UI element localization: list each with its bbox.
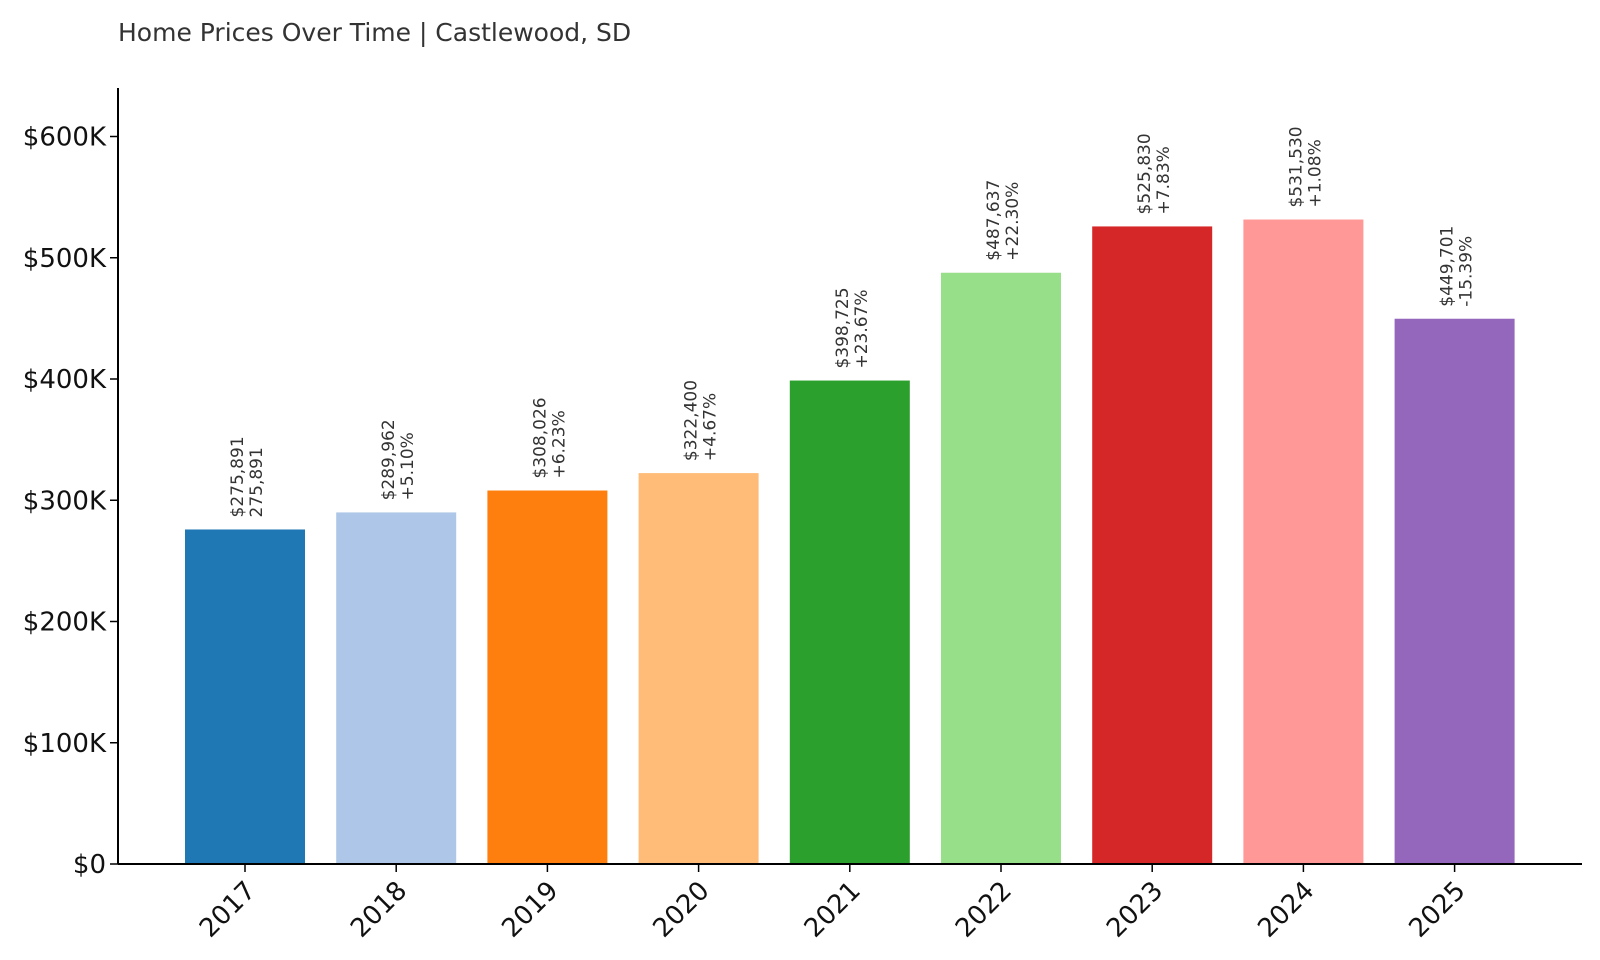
bar-2020 — [638, 473, 759, 864]
change-label: +22.30% — [1003, 182, 1023, 261]
value-label: $322,400 — [682, 380, 702, 461]
x-tick-label: 2022 — [950, 876, 1018, 944]
data-label-2018: $289,962+5.10% — [379, 419, 418, 500]
x-tick-label: 2021 — [799, 876, 867, 944]
change-label: +23.67% — [852, 289, 872, 368]
data-label-2021: $398,725+23.67% — [833, 287, 872, 368]
y-tick-label: $300K — [23, 486, 107, 516]
y-tick-label: $0 — [73, 850, 106, 880]
bar-2018 — [336, 512, 457, 864]
y-tick-label: $400K — [23, 365, 107, 395]
y-tick-label: $500K — [23, 244, 107, 274]
bar-2023 — [1092, 226, 1213, 864]
bar-2024 — [1243, 219, 1364, 864]
value-label: $487,637 — [984, 180, 1004, 261]
y-tick-label: $200K — [23, 608, 107, 638]
bar-2022 — [941, 272, 1061, 865]
change-label: +5.10% — [398, 432, 418, 500]
y-tick-label: $100K — [23, 729, 107, 759]
x-tick-label: 2018 — [345, 876, 413, 944]
value-label: $308,026 — [530, 397, 550, 478]
x-tick-label: 2017 — [194, 876, 262, 944]
value-label: $275,891 — [228, 436, 248, 517]
data-label-2020: $322,400+4.67% — [682, 380, 721, 461]
x-tick-label: 2025 — [1404, 876, 1472, 944]
y-tick-label: $600K — [23, 123, 107, 153]
data-label-2023: $525,830+7.83% — [1135, 133, 1174, 214]
chart-title: Home Prices Over Time | Castlewood, SD — [118, 18, 632, 47]
x-axis: 2017 2018 2019 2020 2021 2022 2023 2024 2025 — [118, 863, 1582, 944]
bar-2019 — [487, 490, 608, 864]
bar-2017 — [185, 529, 305, 864]
data-labels-group: $275,891275,891 $289,962+5.10% $308,026+6.… — [228, 126, 1477, 517]
value-label: $525,830 — [1135, 133, 1155, 214]
change-label: +1.08% — [1305, 139, 1325, 207]
change-label: +7.83% — [1154, 146, 1174, 214]
bars-group — [185, 219, 1515, 865]
data-label-2025: $449,701-15.39% — [1438, 226, 1477, 307]
change-label: +6.23% — [549, 410, 569, 478]
value-label: $449,701 — [1438, 226, 1458, 307]
value-label: $531,530 — [1286, 126, 1306, 207]
data-label-2017: $275,891275,891 — [228, 436, 267, 517]
value-label: $289,962 — [379, 419, 399, 500]
value-label: $398,725 — [833, 287, 853, 368]
x-tick-label: 2024 — [1252, 876, 1320, 944]
change-label: -15.39% — [1457, 236, 1477, 307]
bar-2025 — [1394, 318, 1515, 864]
change-label: +4.67% — [701, 393, 721, 461]
x-tick-label: 2020 — [648, 876, 716, 944]
data-label-2024: $531,530+1.08% — [1286, 126, 1325, 207]
data-label-2019: $308,026+6.23% — [530, 397, 569, 478]
data-label-2022: $487,637+22.30% — [984, 180, 1023, 261]
x-tick-label: 2023 — [1101, 876, 1169, 944]
bar-2021 — [789, 380, 910, 864]
x-tick-label: 2019 — [496, 876, 564, 944]
change-label: 275,891 — [247, 447, 267, 517]
y-axis: $0 $100K $200K $300K $400K $500K $600K — [23, 88, 119, 880]
